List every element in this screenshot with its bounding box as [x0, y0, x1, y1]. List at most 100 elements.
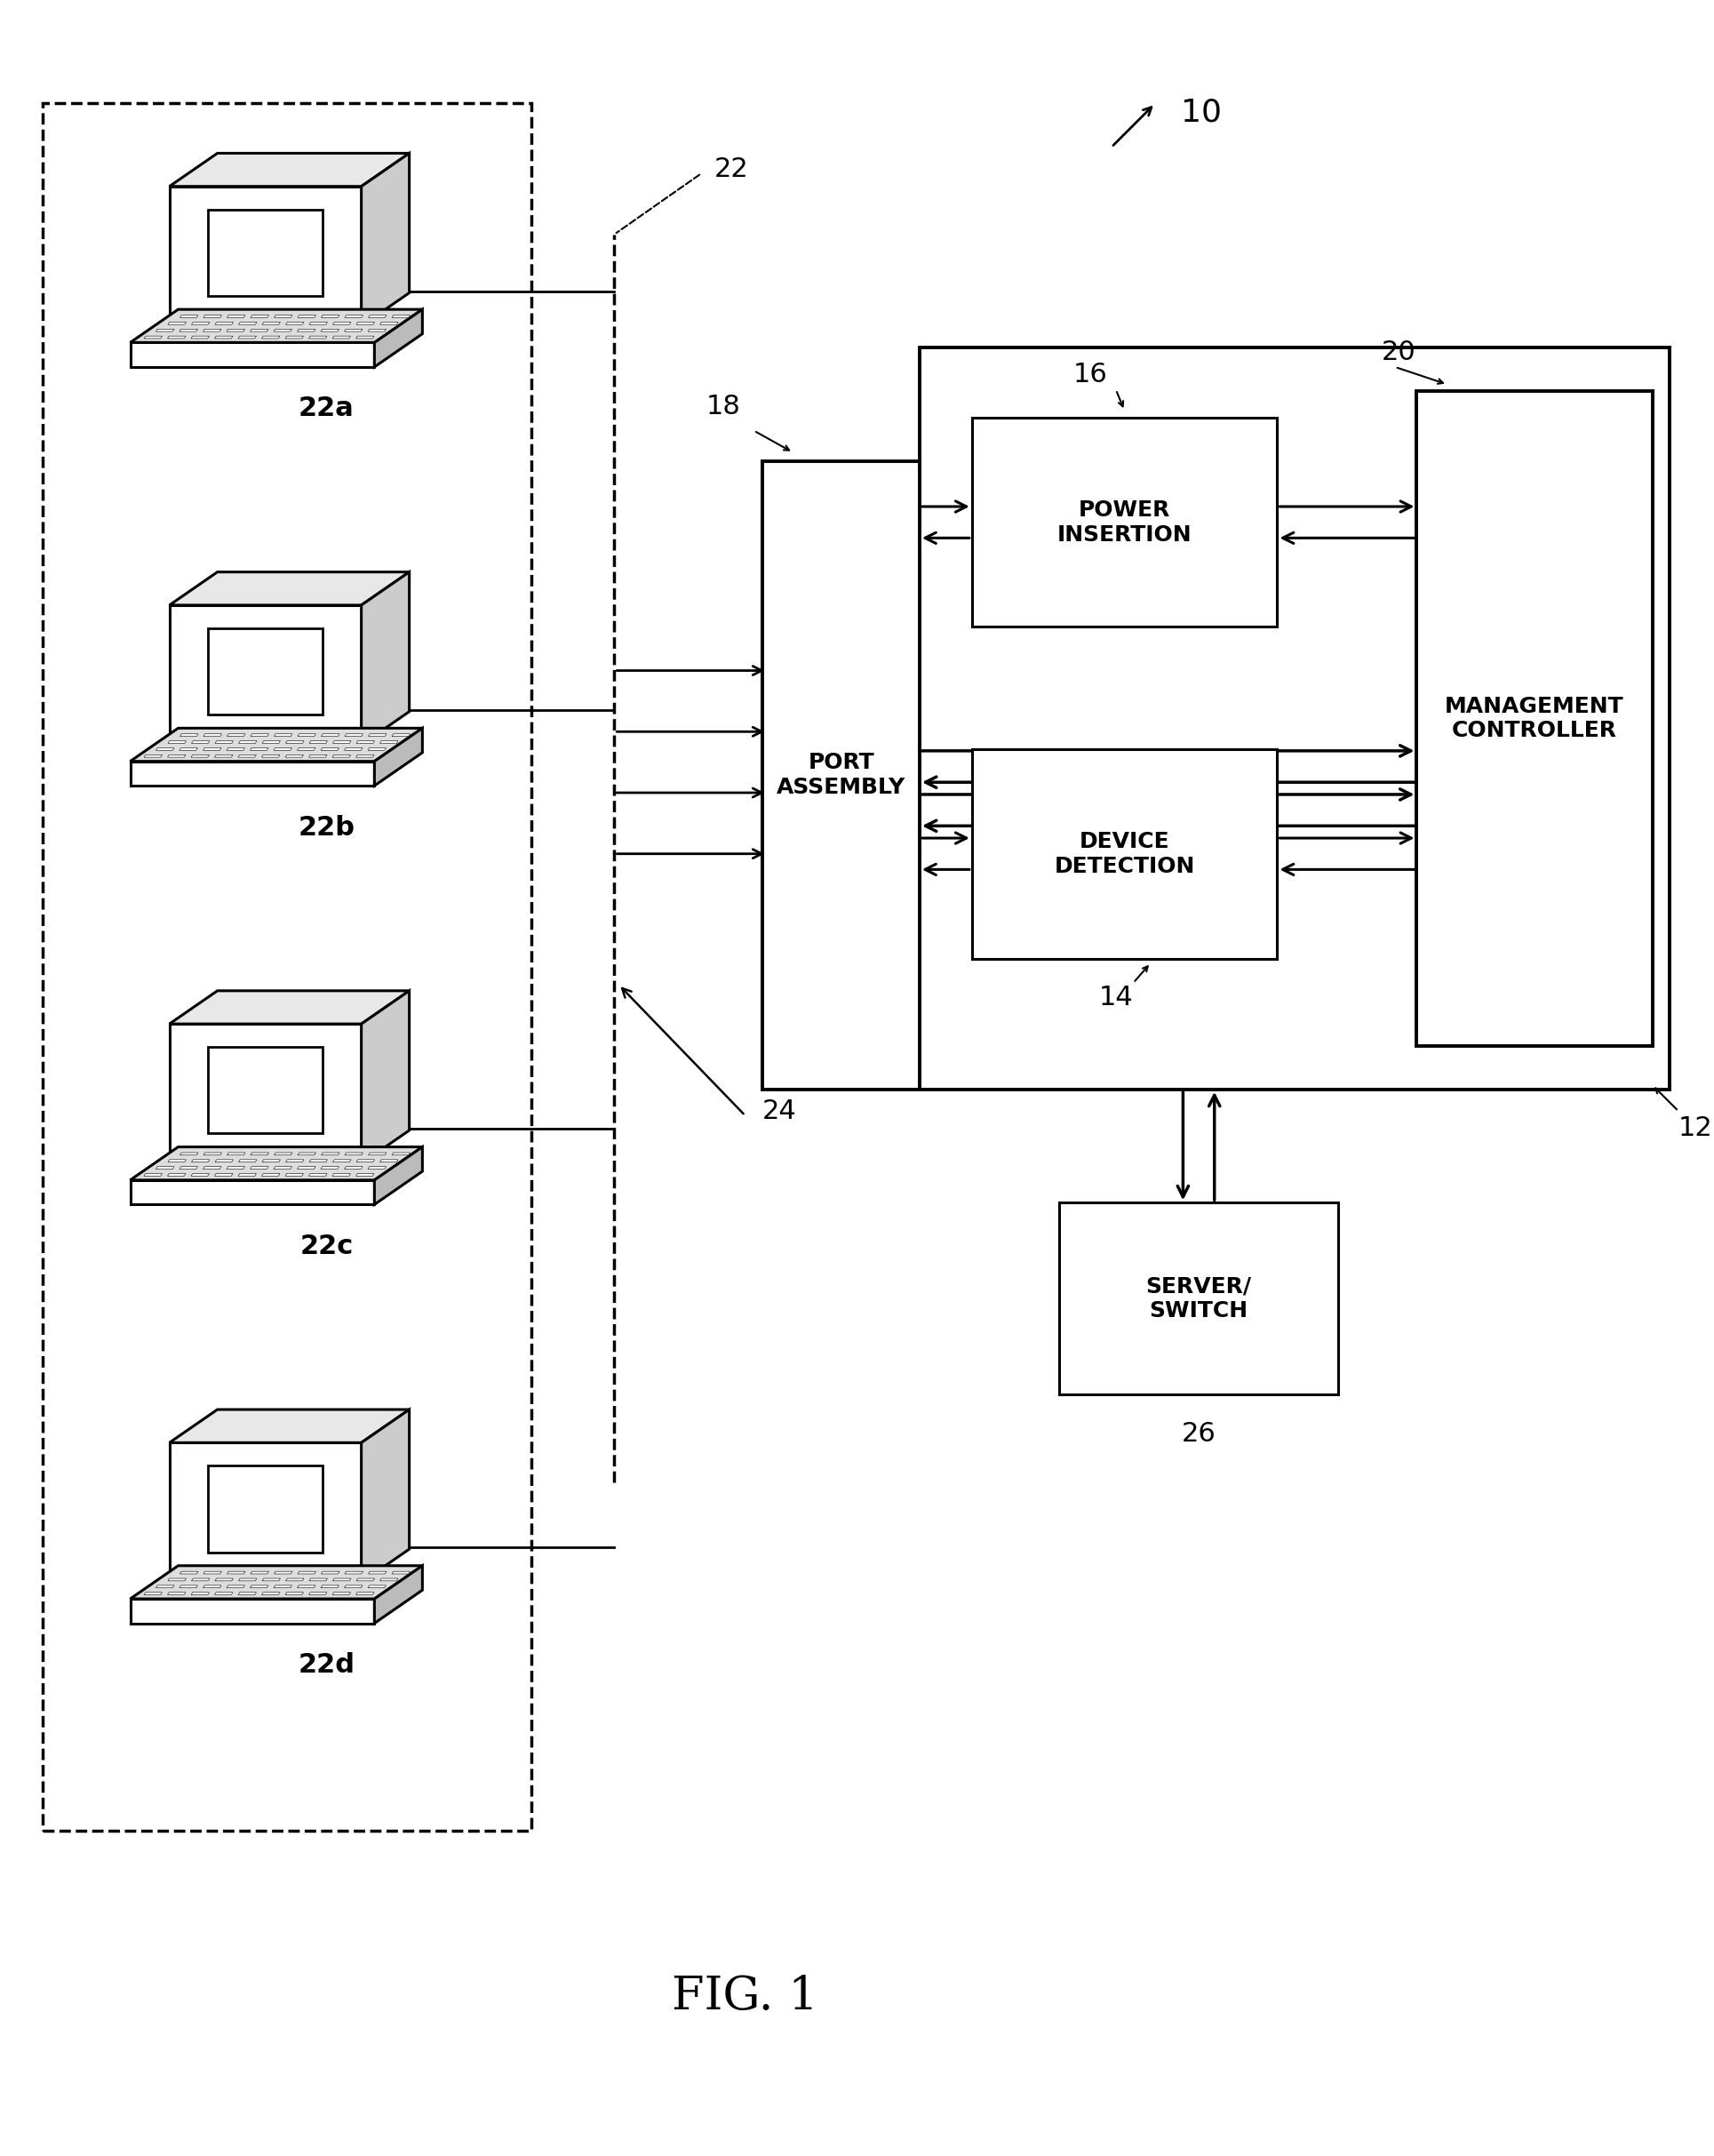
Polygon shape: [298, 315, 315, 317]
Polygon shape: [345, 1166, 362, 1169]
Text: MANAGEMENT
CONTROLLER: MANAGEMENT CONTROLLER: [1445, 696, 1625, 742]
Polygon shape: [207, 627, 322, 716]
Polygon shape: [286, 742, 303, 744]
Polygon shape: [214, 321, 233, 326]
Polygon shape: [345, 315, 363, 317]
Polygon shape: [202, 1585, 221, 1587]
Polygon shape: [357, 1160, 374, 1162]
Polygon shape: [130, 761, 374, 785]
Polygon shape: [156, 1166, 175, 1169]
Polygon shape: [321, 1572, 339, 1574]
Polygon shape: [381, 1160, 398, 1162]
Polygon shape: [369, 733, 386, 737]
Polygon shape: [214, 1578, 233, 1580]
Polygon shape: [180, 330, 197, 332]
Text: 22c: 22c: [300, 1233, 353, 1259]
Polygon shape: [238, 321, 257, 326]
Polygon shape: [309, 336, 327, 338]
Polygon shape: [274, 1166, 291, 1169]
Polygon shape: [168, 336, 185, 338]
Polygon shape: [393, 1153, 410, 1156]
Polygon shape: [170, 606, 362, 744]
Polygon shape: [144, 336, 163, 338]
Polygon shape: [357, 1578, 374, 1580]
Text: 10: 10: [1181, 97, 1222, 127]
Bar: [43, 103, 531, 1830]
Polygon shape: [274, 315, 293, 317]
Polygon shape: [369, 1166, 386, 1169]
Polygon shape: [214, 1160, 233, 1162]
Polygon shape: [180, 1585, 197, 1587]
Polygon shape: [170, 153, 410, 185]
Polygon shape: [180, 748, 197, 750]
Polygon shape: [202, 330, 221, 332]
Polygon shape: [144, 755, 163, 757]
Bar: [1059, 1203, 1339, 1395]
Text: 22b: 22b: [298, 815, 355, 841]
Polygon shape: [238, 1593, 257, 1595]
Polygon shape: [381, 742, 398, 744]
Polygon shape: [262, 1578, 281, 1580]
Text: DEVICE
DETECTION: DEVICE DETECTION: [1054, 830, 1195, 877]
Polygon shape: [393, 733, 410, 737]
Polygon shape: [362, 153, 410, 326]
Polygon shape: [170, 1024, 362, 1164]
Polygon shape: [381, 321, 398, 326]
Text: 18: 18: [706, 395, 740, 418]
Text: SERVER/
SWITCH: SERVER/ SWITCH: [1147, 1276, 1251, 1322]
Polygon shape: [286, 1578, 303, 1580]
Polygon shape: [285, 1593, 303, 1595]
Polygon shape: [297, 748, 315, 750]
Polygon shape: [226, 1153, 245, 1156]
Polygon shape: [238, 1160, 257, 1162]
Text: 20: 20: [1381, 338, 1416, 364]
Polygon shape: [144, 1593, 163, 1595]
Polygon shape: [369, 1572, 386, 1574]
Polygon shape: [262, 336, 279, 338]
Polygon shape: [207, 209, 322, 295]
Polygon shape: [274, 1153, 293, 1156]
Polygon shape: [226, 748, 245, 750]
Polygon shape: [262, 755, 279, 757]
Polygon shape: [333, 321, 351, 326]
Polygon shape: [262, 1593, 279, 1595]
Polygon shape: [309, 742, 327, 744]
Polygon shape: [362, 571, 410, 744]
Polygon shape: [226, 1572, 245, 1574]
Polygon shape: [345, 1153, 363, 1156]
Polygon shape: [309, 1593, 327, 1595]
Polygon shape: [362, 992, 410, 1164]
Polygon shape: [250, 330, 269, 332]
Polygon shape: [226, 315, 245, 317]
Polygon shape: [262, 1173, 279, 1175]
Text: 22: 22: [715, 155, 749, 181]
Polygon shape: [345, 1572, 363, 1574]
Polygon shape: [250, 1585, 269, 1587]
Polygon shape: [130, 1600, 374, 1623]
Polygon shape: [190, 1593, 209, 1595]
Polygon shape: [333, 742, 351, 744]
Polygon shape: [214, 1593, 233, 1595]
Polygon shape: [238, 336, 257, 338]
Polygon shape: [170, 571, 410, 606]
Polygon shape: [250, 1153, 269, 1156]
Polygon shape: [374, 1147, 422, 1205]
Polygon shape: [190, 1173, 209, 1175]
Polygon shape: [357, 755, 374, 757]
Polygon shape: [192, 321, 209, 326]
Polygon shape: [369, 1153, 386, 1156]
Polygon shape: [333, 755, 350, 757]
Polygon shape: [170, 992, 410, 1024]
Polygon shape: [130, 310, 422, 343]
Polygon shape: [250, 748, 269, 750]
Polygon shape: [298, 733, 315, 737]
Polygon shape: [345, 748, 362, 750]
Polygon shape: [297, 1166, 315, 1169]
Polygon shape: [369, 1585, 386, 1587]
Polygon shape: [214, 336, 233, 338]
Polygon shape: [214, 1173, 233, 1175]
Polygon shape: [168, 755, 185, 757]
Polygon shape: [168, 1160, 187, 1162]
Polygon shape: [250, 1166, 269, 1169]
Polygon shape: [298, 1572, 315, 1574]
